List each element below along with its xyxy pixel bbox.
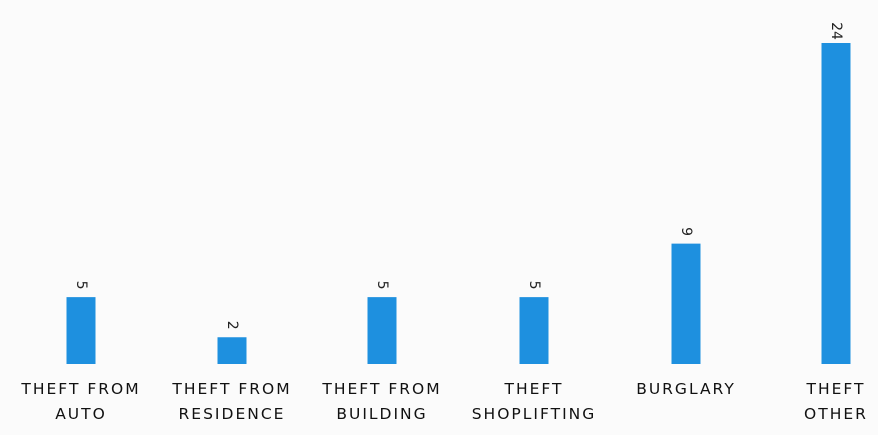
x-tick-label-5-line-1: OTHER — [804, 405, 868, 423]
x-tick-label-2: THEFT FROM BUILDING — [321, 380, 441, 423]
bar-5 — [821, 43, 851, 364]
x-tick-label-2-line-0: THEFT FROM — [321, 380, 441, 398]
x-tick-label-1-line-1: RESIDENCE — [179, 405, 286, 423]
x-tick-label-3-line-1: SHOPLIFTING — [472, 405, 597, 423]
bar-4 — [671, 243, 701, 364]
x-tick-label-4: BURGLARY — [636, 380, 736, 398]
data-label-2: 5 — [374, 281, 390, 290]
data-label-3: 5 — [526, 281, 542, 290]
x-tick-label-4-line-0: BURGLARY — [636, 380, 736, 398]
bar-1 — [217, 337, 247, 364]
data-label-4: 9 — [678, 227, 694, 236]
data-label-5: 24 — [828, 22, 844, 40]
x-tick-label-0-line-1: AUTO — [55, 405, 107, 423]
x-tick-label-1: THEFT FROM RESIDENCE — [171, 380, 291, 423]
x-tick-label-0: THEFT FROM AUTO — [20, 380, 140, 423]
x-tick-label-0-line-0: THEFT FROM — [20, 380, 140, 398]
x-tick-label-1-line-0: THEFT FROM — [171, 380, 291, 398]
x-tick-label-3: THEFT SHOPLIFTING — [472, 380, 597, 423]
x-tick-label-5-line-0: THEFT — [805, 380, 865, 398]
x-tick-label-5: THEFT OTHER — [804, 380, 868, 423]
data-label-1: 2 — [224, 321, 240, 330]
bar-2 — [367, 297, 397, 364]
x-tick-label-3-line-0: THEFT — [503, 380, 563, 398]
bar-3 — [519, 297, 549, 364]
bar-0 — [66, 297, 96, 364]
x-tick-label-2-line-1: BUILDING — [336, 405, 427, 423]
data-label-0: 5 — [73, 281, 89, 290]
